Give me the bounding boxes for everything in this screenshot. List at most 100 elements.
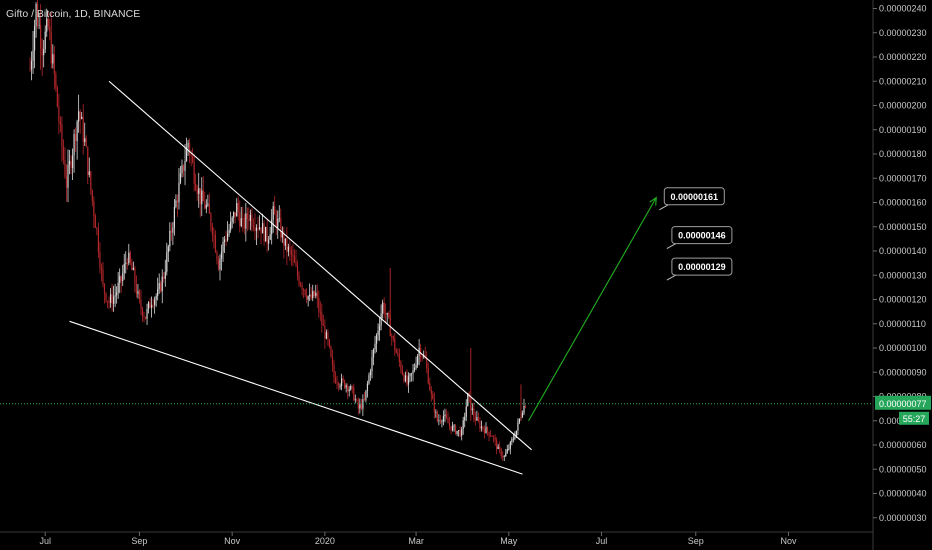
y-tick: 0.00000120 (873, 295, 927, 305)
price-axis[interactable]: 0.00000240 0.00000230 0.00000220 0.00000210… (872, 0, 927, 550)
candle (144, 316, 147, 320)
candle (461, 426, 463, 441)
candle (368, 372, 370, 385)
y-tick-label: 0.00000240 (879, 4, 927, 14)
price-callout[interactable]: 0.00000129 (666, 257, 733, 281)
trendline-lower-support[interactable] (69, 320, 523, 475)
candle (359, 398, 361, 414)
candle (143, 311, 145, 323)
candle (341, 373, 343, 391)
y-tick-label: 0.00000210 (879, 76, 927, 86)
candle (32, 31, 34, 74)
time-axis[interactable]: Jul Sep Nov 2020 Mar May Jul Sep Nov (0, 531, 873, 546)
candle (230, 211, 232, 233)
trendlines[interactable] (69, 80, 532, 475)
candle (116, 286, 118, 304)
candle (140, 289, 142, 315)
candle (485, 422, 487, 434)
candle (304, 288, 306, 298)
candle (111, 283, 113, 312)
candle (327, 329, 329, 347)
y-tick-label: 0.00000180 (879, 149, 927, 159)
candle (436, 410, 438, 423)
candle (207, 194, 209, 208)
candle (348, 386, 350, 397)
candle (102, 261, 104, 288)
candle (322, 314, 324, 326)
candle (483, 425, 486, 439)
price-callouts[interactable]: 0.00000161 0.00000146 0.00000129 (659, 187, 733, 281)
candle (465, 399, 467, 422)
candle (100, 263, 103, 282)
candle (137, 284, 139, 299)
candle (147, 301, 150, 314)
candles (29, 0, 527, 462)
y-tick-label: 0.00000100 (879, 343, 927, 353)
y-tick: 0.00000240 (873, 4, 927, 14)
candle (33, 19, 36, 69)
candle (467, 392, 469, 407)
price-callout[interactable]: 0.00000146 (666, 226, 733, 250)
candle (433, 392, 435, 419)
price-callout[interactable]: 0.00000161 (659, 187, 725, 211)
candle (37, 0, 39, 29)
candle (473, 402, 475, 423)
candle (517, 418, 519, 436)
candle (439, 414, 441, 424)
candle (382, 299, 384, 319)
candle (503, 454, 505, 462)
candle (280, 208, 282, 242)
current-price-tag: 0.00000077 55:27 (875, 395, 931, 425)
candle (56, 85, 58, 108)
candle (292, 243, 294, 267)
candle (76, 119, 78, 160)
candle (234, 212, 236, 224)
candle (403, 372, 405, 384)
countdown-label: 55:27 (903, 414, 926, 424)
projection-arrow-line[interactable] (528, 197, 657, 422)
candle (357, 397, 359, 415)
candle (310, 287, 312, 300)
x-tick: Mar (408, 532, 424, 546)
candle (71, 148, 74, 181)
candle (228, 223, 230, 237)
candle (272, 201, 274, 233)
candle (315, 284, 317, 299)
candle (375, 333, 378, 353)
y-tick: 0.00000180 (873, 149, 927, 159)
trendline-upper-resistance[interactable] (108, 80, 532, 451)
candle (217, 255, 220, 271)
candle (363, 392, 365, 402)
y-tick-label: 0.00000120 (879, 295, 927, 305)
candle (47, 11, 49, 31)
candle (257, 217, 259, 239)
candle (40, 4, 42, 70)
candle (75, 127, 77, 152)
projection-arrow[interactable] (528, 196, 657, 422)
candle (233, 211, 235, 224)
candle (493, 435, 495, 443)
candle (474, 411, 476, 426)
candle (106, 300, 109, 309)
candle (287, 243, 289, 257)
candle (289, 239, 291, 261)
y-tick: 0.00000160 (873, 198, 927, 208)
candle (252, 218, 255, 232)
candle (306, 288, 308, 304)
candle (120, 275, 122, 294)
candle (160, 280, 162, 293)
y-tick-label: 0.00000050 (879, 464, 927, 474)
candle (337, 381, 340, 392)
y-tick-label: 0.00000090 (879, 367, 927, 377)
y-tick: 0.00000190 (873, 125, 927, 135)
candle (223, 235, 226, 253)
candle (201, 177, 203, 216)
candle (283, 226, 285, 259)
candle (274, 195, 276, 215)
candle (430, 386, 432, 402)
candle (385, 303, 387, 323)
y-tick: 0.00000050 (873, 464, 927, 474)
candle (334, 371, 337, 384)
candle (407, 372, 410, 393)
